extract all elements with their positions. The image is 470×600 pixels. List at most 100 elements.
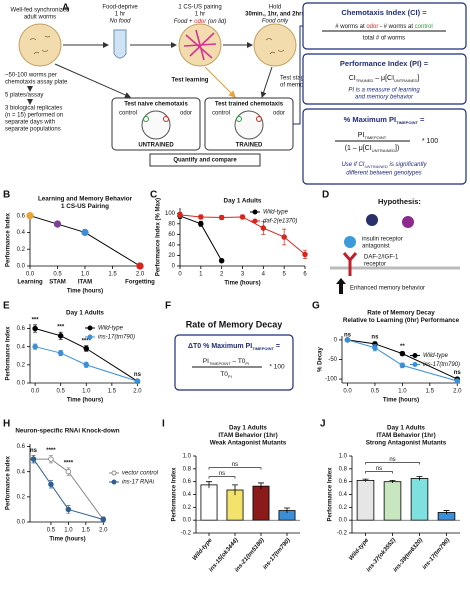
y-tick-label: 0.2	[17, 494, 26, 500]
step-text: adult worms	[24, 15, 56, 21]
formula-sub: TRAINED	[356, 78, 374, 83]
formula-sub: UNTRAINED	[394, 78, 417, 83]
step-text: 30min., 1hr, and 2hrs	[245, 12, 305, 18]
test-memory: of memory	[280, 83, 308, 89]
formula: * 100	[269, 364, 285, 371]
point-label: ITAM	[78, 280, 92, 286]
x-tick-label: 1.0	[398, 389, 407, 395]
formula-part: ΔT0 % Maximum PI	[188, 343, 252, 350]
step-text: Food only	[262, 19, 289, 25]
panel-label: H	[3, 419, 10, 430]
annotation: ns	[30, 448, 38, 454]
panel-a: A Well-fed synchronized adult worms Food…	[5, 2, 467, 185]
y-tick-label: 0.2	[17, 247, 26, 253]
x-tick-label: 1.5	[108, 389, 117, 395]
note: Use if CIUNTRAINED is significantly	[341, 162, 427, 169]
worms	[265, 38, 285, 55]
y-tick-label: 0.2	[183, 505, 192, 511]
bar	[252, 485, 270, 521]
series-line	[29, 215, 141, 267]
panel-f: F Rate of Memory Decay ΔT0 % Maximum PIT…	[165, 301, 294, 391]
point	[218, 257, 225, 264]
x-axis-label: Time (hours)	[49, 537, 85, 543]
y-tick-label: 1.0	[339, 454, 348, 460]
point	[83, 345, 90, 352]
y-tick-label: 0.0	[17, 264, 26, 270]
x-tick-label: 2.0	[133, 389, 142, 395]
formula-part: T0	[220, 371, 228, 378]
formula-title: Chemotaxis Index (CI) =	[341, 8, 427, 17]
outcome: Enhanced memory behavior	[350, 286, 425, 292]
step-text: Food + odor (on lid)	[174, 19, 227, 25]
bar	[200, 484, 218, 521]
y-tick-label: 0	[172, 264, 176, 270]
x-tick-label: 0.0	[31, 389, 40, 395]
formula-part: CI	[349, 75, 356, 82]
note: separate days with	[5, 120, 55, 126]
y-tick-label: 0.8	[183, 466, 192, 472]
formula-part: – T0	[231, 358, 246, 365]
formula-sub: TIMEPOINT	[209, 361, 231, 366]
chart-title: Day 1 Adults	[224, 198, 262, 205]
y-axis-label: % Decay	[318, 346, 324, 371]
dish	[141, 110, 171, 140]
point	[281, 234, 287, 240]
annotation: ns	[232, 462, 238, 468]
test-learning: Test learning	[172, 78, 209, 84]
x-tick-label: 2.0	[99, 528, 108, 534]
x-tick-label: 2.0	[136, 272, 145, 278]
control-label: control	[212, 111, 230, 117]
legend-label: ins-17(tm790)	[423, 362, 460, 368]
formula-part: PI	[203, 358, 209, 365]
y-tick-label: 80	[168, 221, 175, 227]
formula-title: % Maximum PITIMEPOINT =	[344, 115, 425, 125]
chart-title: 1 CS-US Pairing	[61, 203, 109, 210]
legend-label: vector control	[122, 471, 159, 477]
annotation: ns	[389, 457, 395, 463]
y-tick-label: 0.6	[17, 326, 26, 332]
condition-label: TRAINED	[236, 143, 263, 149]
odor-label: odor	[180, 111, 192, 117]
error-bar	[284, 507, 290, 514]
error-bar	[362, 478, 369, 482]
note: 5 plates/assay	[5, 93, 43, 99]
legend-marker	[111, 470, 117, 476]
formula-part: - # worms at	[378, 24, 414, 30]
y-axis-label: Performance Index	[6, 326, 12, 381]
formula: PITIMEPOINT – T0PI	[203, 358, 249, 366]
y-tick-label: 0.4	[17, 230, 26, 236]
point	[32, 343, 38, 350]
y-tick-label: 0.0	[17, 520, 26, 526]
annotation: ****	[46, 448, 56, 454]
step-text: Well-fed synchronized	[11, 8, 70, 14]
note: and memory behavior	[355, 95, 414, 101]
y-tick-label: 20	[168, 253, 175, 259]
annotation: ****	[82, 338, 92, 344]
formula: (1 – μ[CIUNTRAINED])	[345, 145, 400, 153]
note: different between genotypes	[346, 171, 421, 177]
panel-label: B	[3, 190, 10, 201]
panel-label: I	[162, 419, 165, 430]
note: separate populations	[5, 127, 61, 133]
step-text: 1 CS-US pairing	[178, 5, 221, 11]
chart-title: Day 1 Adults	[387, 425, 425, 432]
chart-title: Day 1 Adults	[66, 310, 104, 317]
legend-marker	[87, 325, 93, 331]
annotation: ***	[57, 325, 65, 331]
molecule	[402, 216, 414, 228]
receptor-label: receptor	[364, 262, 386, 268]
antagonist-label: antagonist	[362, 244, 390, 250]
hypothesis-title: Hypothesis:	[378, 197, 421, 206]
formula: T0PI	[220, 371, 231, 379]
x-tick-label: 2.0	[453, 389, 462, 395]
error-bar	[206, 481, 212, 489]
note: (n = 15) performed on	[5, 113, 63, 119]
point	[399, 362, 406, 369]
antagonist	[344, 236, 356, 248]
formula-part: ])	[395, 145, 399, 152]
panel-label: D	[322, 190, 329, 201]
legend-label: daf-2(e1370)	[263, 219, 297, 225]
odor-text: odor	[194, 19, 207, 25]
